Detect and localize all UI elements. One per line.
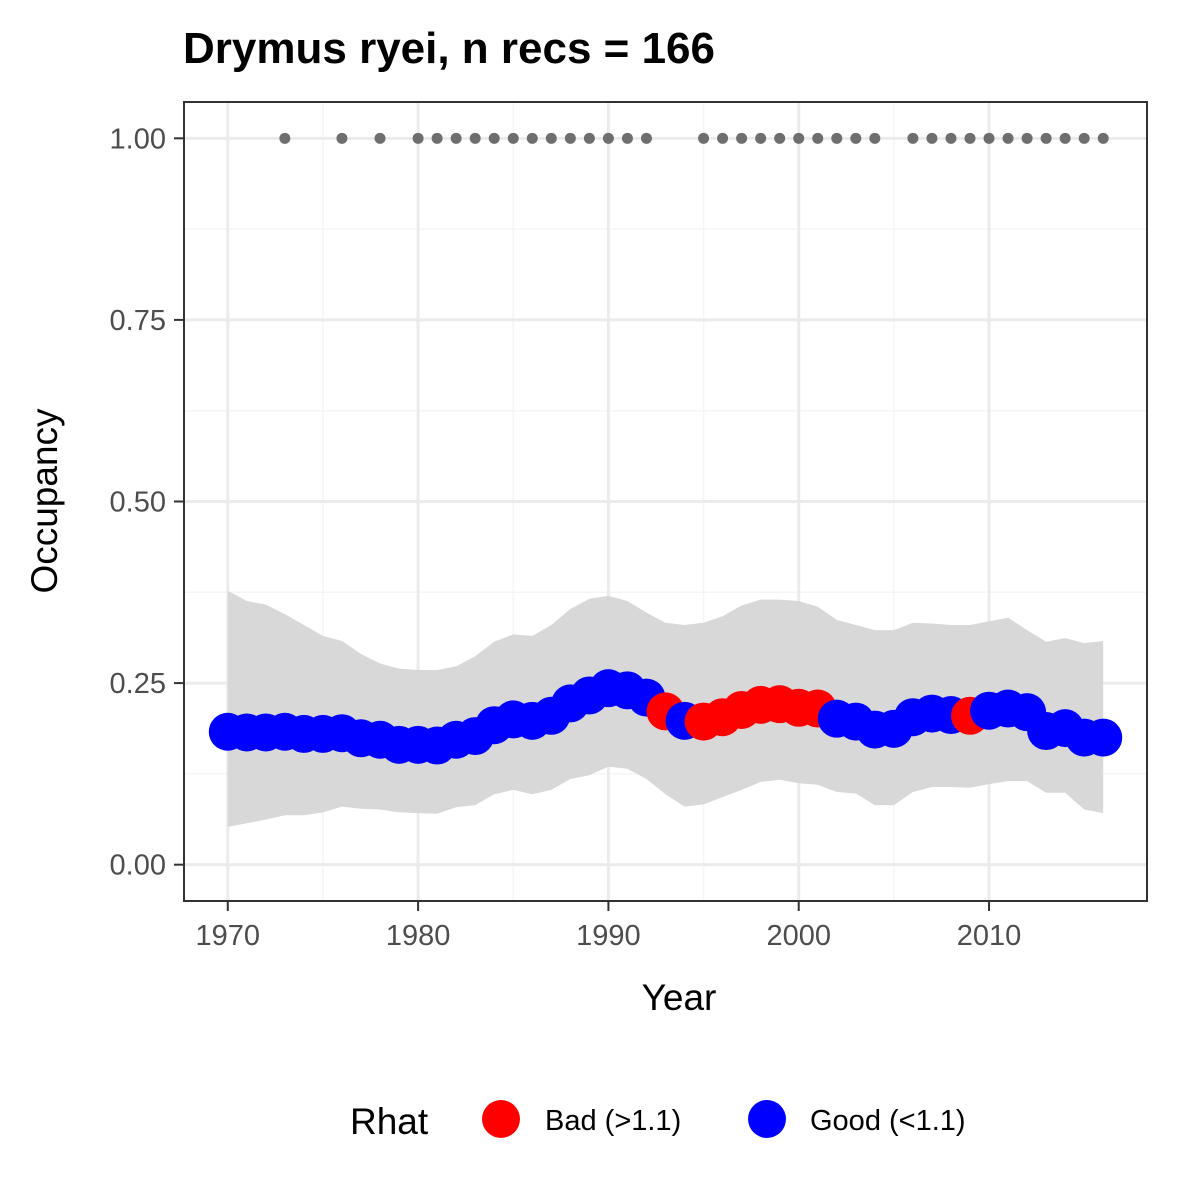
record-year-dot — [1078, 132, 1090, 144]
x-axis-title: Year — [642, 977, 717, 1018]
axes: 1970 1980 1990 2000 2010 0.00 0.25 0.50 0.75 1.00 — [110, 123, 1022, 952]
y-tick-label: 0.00 — [110, 850, 166, 882]
record-year-dot — [336, 132, 348, 144]
record-year-dot — [926, 132, 938, 144]
record-year-dot — [850, 132, 862, 144]
record-year-dot — [1040, 132, 1052, 144]
record-year-dot — [507, 132, 519, 144]
occupancy-point-good — [1084, 718, 1123, 757]
record-year-dot — [621, 132, 633, 144]
record-year-dot — [564, 132, 576, 144]
legend-bad-swatch — [482, 1100, 520, 1138]
record-year-dot — [717, 132, 729, 144]
record-year-dot — [1021, 132, 1033, 144]
record-year-dot — [1059, 132, 1071, 144]
legend: Rhat Bad (>1.1) Good (<1.1) — [350, 1100, 966, 1142]
record-year-dot — [469, 132, 481, 144]
y-tick-label: 0.75 — [110, 305, 166, 337]
chart-title: Drymus ryei, n recs = 166 — [183, 24, 715, 73]
record-year-dot — [774, 132, 786, 144]
x-tick-label: 2010 — [957, 920, 1022, 952]
record-year-dot — [812, 132, 824, 144]
record-year-dot — [374, 132, 386, 144]
record-year-dot — [698, 132, 710, 144]
x-tick-label: 1990 — [576, 920, 641, 952]
y-tick-label: 0.25 — [110, 668, 166, 700]
record-year-dot — [907, 132, 919, 144]
record-year-dot — [755, 132, 767, 144]
record-year-dot — [431, 132, 443, 144]
record-year-dot — [1097, 132, 1109, 144]
record-year-dot — [602, 132, 614, 144]
legend-good-swatch — [748, 1100, 786, 1138]
y-tick-label: 1.00 — [110, 123, 166, 155]
record-year-dot — [945, 132, 957, 144]
y-tick-label: 0.50 — [110, 487, 166, 519]
record-year-dot — [964, 132, 976, 144]
legend-good-label: Good (<1.1) — [810, 1105, 966, 1137]
record-year-dot — [526, 132, 538, 144]
record-year-dot — [412, 132, 424, 144]
record-year-dot — [869, 132, 881, 144]
record-year-dot — [1002, 132, 1014, 144]
record-year-dot — [583, 132, 595, 144]
record-year-dot — [831, 132, 843, 144]
occupancy-points-group — [208, 669, 1123, 765]
record-year-dot — [279, 132, 291, 144]
y-axis-title: Occupancy — [24, 408, 65, 594]
x-tick-label: 2000 — [766, 920, 831, 952]
record-year-dot — [640, 132, 652, 144]
legend-bad-label: Bad (>1.1) — [545, 1105, 681, 1137]
legend-title: Rhat — [350, 1101, 429, 1142]
record-year-dot — [450, 132, 462, 144]
x-tick-label: 1980 — [386, 920, 451, 952]
x-tick-label: 1970 — [196, 920, 261, 952]
record-year-dot — [545, 132, 557, 144]
record-year-dot — [736, 132, 748, 144]
record-dots-group — [279, 132, 1109, 144]
record-year-dot — [793, 132, 805, 144]
record-year-dot — [488, 132, 500, 144]
record-year-dot — [983, 132, 995, 144]
